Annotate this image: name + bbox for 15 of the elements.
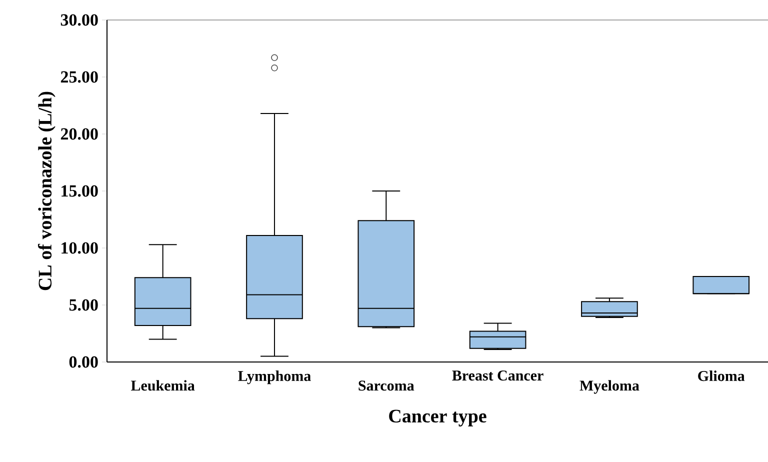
x-tick-label: Sarcoma — [358, 380, 414, 391]
x-tick-label: Lymphoma — [238, 370, 311, 384]
x-tick-label: Breast Cancer — [452, 370, 544, 381]
x-axis-title: Cancer type — [389, 410, 486, 426]
y-tick-label: 5.00 — [69, 299, 98, 311]
y-tick-label: 15.00 — [62, 185, 98, 197]
x-tick-label: Myeloma — [580, 380, 640, 394]
y-tick-label: 25.00 — [60, 71, 98, 83]
y-tick-label: 20.00 — [60, 128, 98, 140]
y-tick-label: 30.00 — [60, 14, 98, 26]
x-tick-label: Leukemia — [130, 380, 195, 391]
x-tick-label: Glioma — [698, 370, 745, 382]
y-axis-title: CL of voriconazole (L/h) — [38, 92, 56, 290]
y-tick-label: 0.00 — [69, 356, 98, 368]
y-tick-label: 10.00 — [62, 242, 98, 254]
